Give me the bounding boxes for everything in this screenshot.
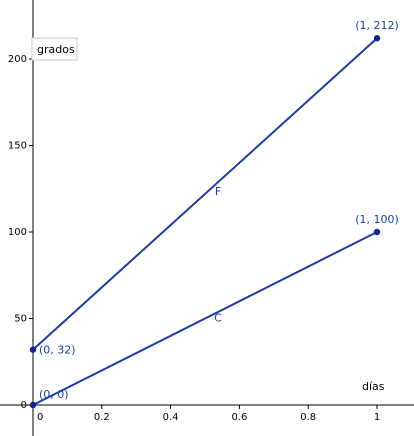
x-tick-label: 0.8: [300, 412, 316, 423]
y-tick-label: 200: [8, 54, 27, 65]
y-tick-label: 100: [8, 227, 27, 238]
y-axis-title: grados: [37, 43, 75, 56]
series-layer: [29, 35, 381, 409]
x-tick-label: 0.6: [231, 412, 247, 423]
y-tick-label: 150: [8, 141, 27, 152]
x-tick-label: 0.2: [94, 412, 110, 423]
series-label-C: C: [214, 312, 222, 325]
x-tick-label: 0.4: [163, 412, 179, 423]
point-label-F: (1, 212): [355, 19, 399, 32]
series-line-C: [32, 231, 378, 406]
x-tick-label: 0: [37, 412, 43, 423]
x-tick-label: 1: [374, 412, 380, 423]
labels-layer: (0, 32) (1, 212) F (0, 0) (1, 100) C: [39, 19, 399, 401]
x-axis-title: días: [362, 380, 385, 393]
y-tick-label: 0: [21, 400, 27, 411]
data-point-C: [373, 228, 381, 236]
y-tick-label: 50: [14, 314, 27, 325]
y-axis-title-box: [31, 37, 78, 61]
point-label-C: (0, 0): [39, 388, 69, 401]
series-line-F: [32, 37, 378, 351]
data-point-C: [29, 401, 37, 409]
data-point-F: [29, 346, 37, 353]
point-label-C: (1, 100): [355, 213, 399, 226]
series-label-F: F: [215, 185, 221, 198]
point-label-F: (0, 32): [39, 344, 76, 357]
data-point-F: [373, 35, 381, 42]
